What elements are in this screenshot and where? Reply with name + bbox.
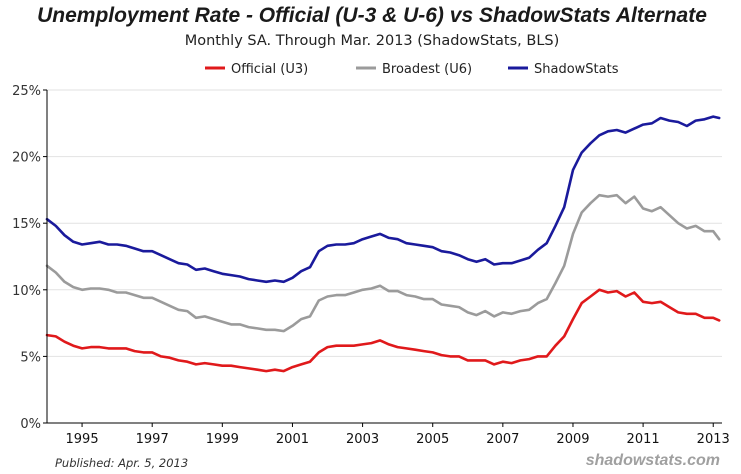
x-tick-label-2009: 2009	[556, 432, 589, 447]
y-tick-label-25: 25%	[12, 84, 41, 99]
series-line-u6	[45, 193, 721, 333]
series-line-u3	[45, 288, 721, 373]
legend-label-u3: Official (U3)	[231, 62, 308, 77]
legend-label-shadow: ShadowStats	[534, 62, 619, 77]
legend: Official (U3) Broadest (U6) ShadowStats	[205, 62, 619, 77]
y-tick-label-15: 15%	[12, 217, 41, 232]
x-tick-label-1999: 1999	[206, 432, 239, 447]
y-tick-label-20: 20%	[12, 151, 41, 166]
x-tick-label-2001: 2001	[276, 432, 309, 447]
x-tick-label-2011: 2011	[627, 432, 660, 447]
x-tick-label-2003: 2003	[346, 432, 379, 447]
x-tick-label-1995: 1995	[66, 432, 99, 447]
chart-subtitle: Monthly SA. Through Mar. 2013 (ShadowSta…	[185, 33, 560, 49]
x-tick-label-2005: 2005	[416, 432, 449, 447]
y-tick-label-0: 0%	[20, 417, 41, 432]
published-date: Published: Apr. 5, 2013	[55, 456, 188, 470]
x-axis-ticks: 1995 1997 1999 2001 2003 2005 2007 2009 2011 2013	[66, 423, 730, 447]
y-tick-label-5: 5%	[20, 350, 41, 365]
y-tick-label-10: 10%	[12, 284, 41, 299]
y-axis-ticks: 0% 5% 10% 15% 20% 25%	[12, 84, 47, 432]
series-lines	[45, 115, 721, 373]
x-tick-label-2007: 2007	[486, 432, 519, 447]
series-line-shadow	[45, 115, 721, 284]
brand-watermark: shadowstats.com	[586, 452, 720, 469]
chart-title: Unemployment Rate - Official (U-3 & U-6)…	[37, 4, 707, 27]
legend-label-u6: Broadest (U6)	[382, 62, 472, 77]
x-tick-label-2013: 2013	[697, 432, 730, 447]
x-tick-label-1997: 1997	[136, 432, 169, 447]
